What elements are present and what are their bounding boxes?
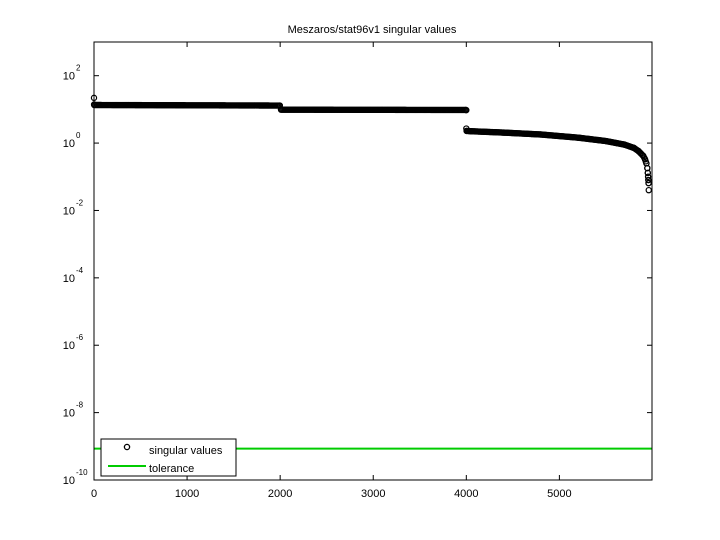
x-tick-label: 1000 <box>175 488 199 500</box>
y-tick-exponent: -4 <box>76 266 84 275</box>
y-tick-label: 10 <box>63 475 75 487</box>
y-tick-label: 10 <box>63 205 75 217</box>
y-tick-exponent: -2 <box>76 198 84 207</box>
y-tick-label: 10 <box>63 273 75 285</box>
y-tick-exponent: -6 <box>76 333 84 342</box>
legend: singular values tolerance <box>100 438 237 477</box>
y-tick-exponent: 0 <box>76 131 81 140</box>
singular-value-point <box>645 176 652 184</box>
x-tick-label: 3000 <box>361 488 385 500</box>
y-tick-exponent: 2 <box>76 64 81 73</box>
legend-label-singular-values: singular values <box>149 445 223 457</box>
x-tick-label: 2000 <box>268 488 292 500</box>
y-tick-exponent: -10 <box>76 468 88 477</box>
chart-title: Meszaros/stat96v1 singular values <box>288 24 457 36</box>
axes: 0 1000 2000 3000 4000 500010210010-210-410-61… <box>63 42 652 500</box>
legend-box <box>100 438 237 477</box>
y-tick-label: 10 <box>63 408 75 420</box>
y-tick-label: 10 <box>63 138 75 150</box>
x-tick-label: 4000 <box>454 488 478 500</box>
legend-marker-singular-values <box>123 443 131 451</box>
y-tick-exponent: -8 <box>76 401 84 410</box>
y-tick-label: 10 <box>63 71 75 83</box>
singular-value-point <box>644 169 652 177</box>
singular-value-point <box>645 179 652 187</box>
x-tick-label: 0 <box>91 488 97 500</box>
singular-value-point <box>463 106 470 114</box>
singular-value-point <box>645 186 652 194</box>
singular-value-point <box>644 173 652 180</box>
x-tick-label: 5000 <box>547 488 571 500</box>
y-tick-label: 10 <box>63 340 75 352</box>
plot-area <box>90 94 652 450</box>
legend-label-tolerance: tolerance <box>149 463 194 475</box>
